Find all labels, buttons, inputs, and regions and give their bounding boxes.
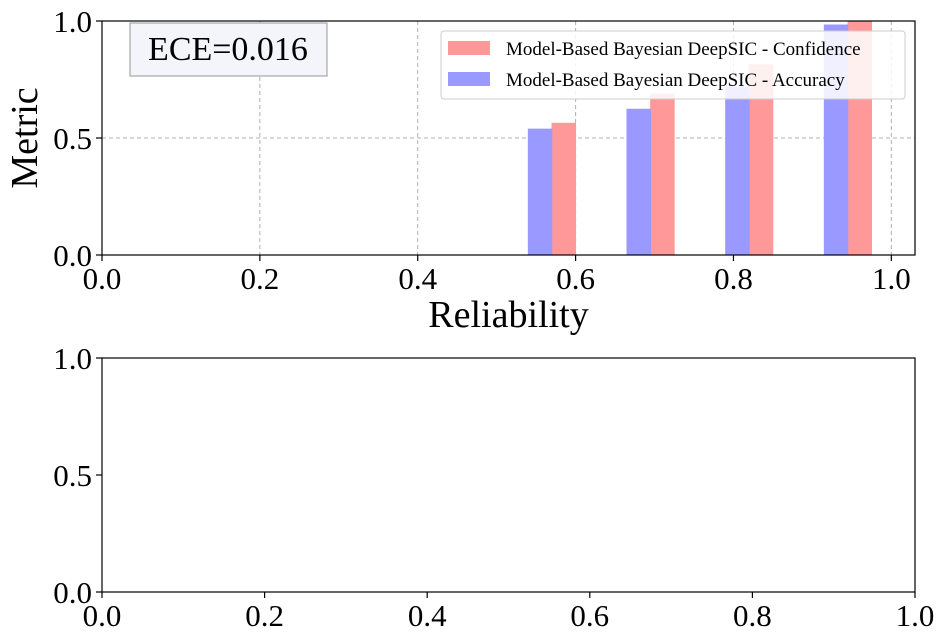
confidence-bar [551, 122, 576, 255]
top-x-axis-label: Reliability [428, 294, 588, 336]
legend-label-accuracy: Model-Based Bayesian DeepSIC - Accuracy [506, 70, 845, 91]
x-tick-label: 0.0 [83, 261, 122, 296]
y-tick-label: 1.0 [53, 341, 92, 376]
y-tick-label: 1.0 [53, 4, 92, 39]
x-tick-label: 1.0 [896, 598, 935, 633]
accuracy-bar [626, 108, 651, 255]
y-tick-label: 0.5 [53, 121, 92, 156]
x-tick-label: 0.8 [733, 598, 772, 633]
bottom-plot-frame [101, 357, 916, 593]
legend-label-confidence: Model-Based Bayesian DeepSIC - Confidenc… [506, 39, 861, 60]
x-tick-label: 0.4 [398, 261, 437, 296]
x-tick-label: 0.6 [556, 261, 595, 296]
x-tick-label: 1.0 [872, 261, 911, 296]
legend: Model-Based Bayesian DeepSIC - Confidenc… [440, 30, 906, 100]
top-y-axis-label: Metric [4, 87, 46, 188]
ece-annotation-text: ECE=0.016 [148, 31, 308, 68]
y-tick-label: 0.0 [53, 575, 92, 610]
x-tick-label: 0.6 [570, 598, 609, 633]
x-tick-label: 0.8 [714, 261, 753, 296]
confidence-bar [650, 93, 675, 255]
y-tick-label: 0.0 [53, 238, 92, 273]
y-tick-label: 0.5 [53, 458, 92, 493]
accuracy-bar [725, 86, 750, 256]
top-subplot: 0.0 0.2 0.4 0.6 0.8 1.00.00.51.0 Reliability … [4, 4, 916, 336]
x-tick-label: 0.0 [83, 598, 122, 633]
top-ticks: 0.0 0.2 0.4 0.6 0.8 1.0 0.0 0.5 1.0 [53, 4, 910, 296]
accuracy-bar [527, 128, 553, 255]
bottom-subplot: 0.0 0.2 0.4 0.6 0.8 1.0 0.0 0.5 1.0 [53, 341, 934, 633]
x-tick-label: 0.2 [240, 261, 279, 296]
bottom-ticks: 0.0 0.2 0.4 0.6 0.8 1.0 0.0 0.5 1.0 [53, 341, 934, 633]
legend-swatch-accuracy [448, 72, 490, 86]
legend-frame [440, 30, 906, 100]
legend-swatch-confidence [448, 41, 490, 55]
ece-annotation-box [129, 22, 328, 77]
x-tick-label: 0.4 [408, 598, 447, 633]
ece-annotation: ECE=0.016 [129, 22, 328, 77]
x-tick-label: 0.2 [245, 598, 284, 633]
